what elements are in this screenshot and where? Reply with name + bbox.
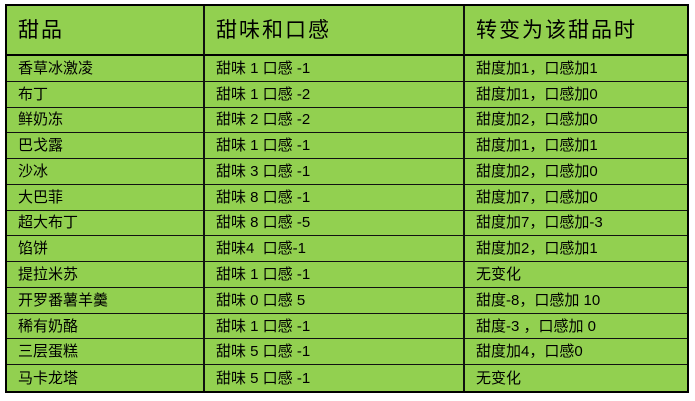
dessert-table: 甜品 甜味和口感 转变为该甜品时 香草冰激凌 甜味 1 口感 -1 甜度加1，口…: [5, 4, 689, 393]
change-cell: 甜度加7，口感加0: [465, 184, 687, 211]
stats-cell: 甜味 8 口感 -5: [205, 210, 465, 237]
dessert-cell: 超大布丁: [7, 210, 205, 237]
dessert-cell: 马卡龙塔: [7, 365, 205, 391]
stats-cell: 甜味 1 口感 -2: [205, 81, 465, 108]
change-cell: 甜度加7，口感加-3: [465, 210, 687, 237]
change-cell: 甜度加2，口感加1: [465, 236, 687, 263]
change-cell: 无变化: [465, 262, 687, 288]
change-cell: 甜度加4，口感0: [465, 339, 687, 366]
dessert-cell: 大巴菲: [7, 184, 205, 211]
stats-cell: 甜味 5 口感 -1: [205, 339, 465, 366]
stats-cell: 甜味 8 口感 -1: [205, 184, 465, 211]
stats-cell: 甜味 2 口感 -2: [205, 107, 465, 134]
dessert-cell: 布丁: [7, 81, 205, 108]
dessert-cell: 巴戈露: [7, 133, 205, 160]
change-cell: 无变化: [465, 365, 687, 391]
dessert-cell: 沙冰: [7, 159, 205, 185]
stats-cell: 甜味 0 口感 5: [205, 287, 465, 314]
change-cell: 甜度加1，口感加1: [465, 56, 687, 82]
change-cell: 甜度加2，口感加0: [465, 107, 687, 134]
stats-cell: 甜味4 口感-1: [205, 236, 465, 263]
stats-cell: 甜味 1 口感 -1: [205, 313, 465, 340]
dessert-cell: 馅饼: [7, 236, 205, 263]
stats-cell: 甜味 1 口感 -1: [205, 262, 465, 288]
change-cell: 甜度加1，口感加1: [465, 133, 687, 160]
change-cell: 甜度加1，口感加0: [465, 81, 687, 108]
dessert-cell: 香草冰激凌: [7, 56, 205, 82]
stats-cell: 甜味 5 口感 -1: [205, 365, 465, 391]
dessert-cell: 提拉米苏: [7, 262, 205, 288]
stats-cell: 甜味 1 口感 -1: [205, 133, 465, 160]
header-dessert: 甜品: [7, 6, 205, 56]
stats-cell: 甜味 1 口感 -1: [205, 56, 465, 82]
change-cell: 甜度-8，口感加 10: [465, 287, 687, 314]
header-change: 转变为该甜品时: [465, 6, 687, 56]
change-cell: 甜度-3 ，口感加 0: [465, 313, 687, 340]
header-stats: 甜味和口感: [205, 6, 465, 56]
dessert-cell: 开罗番薯羊羹: [7, 287, 205, 314]
stats-cell: 甜味 3 口感 -1: [205, 159, 465, 185]
dessert-cell: 鲜奶冻: [7, 107, 205, 134]
dessert-cell: 三层蛋糕: [7, 339, 205, 366]
change-cell: 甜度加2，口感加0: [465, 159, 687, 185]
dessert-cell: 稀有奶酪: [7, 313, 205, 340]
